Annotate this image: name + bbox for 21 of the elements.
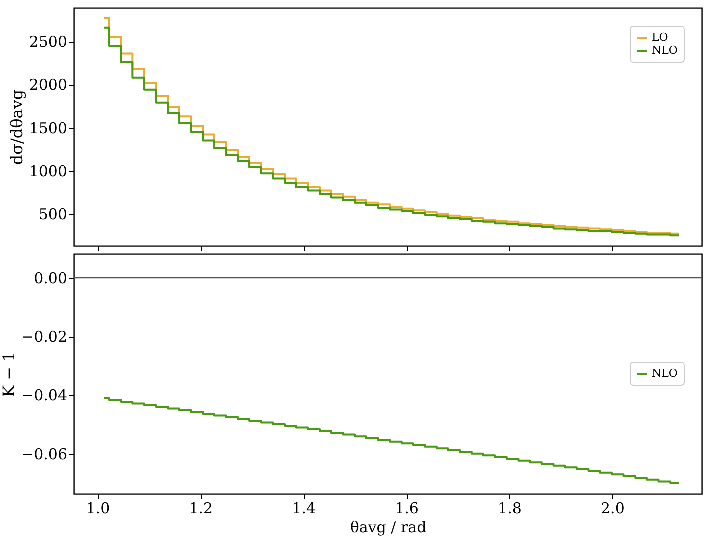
- legend-label: NLO: [652, 44, 678, 57]
- y-tick-label: 500: [38, 206, 68, 224]
- y-tick-label: −0.06: [22, 445, 68, 464]
- y-tick-label: −0.02: [22, 328, 68, 346]
- y-axis-title: K − 1: [0, 352, 19, 398]
- y-tick-label: 1000: [29, 162, 68, 180]
- y-tick-label: 1500: [29, 119, 68, 138]
- x-axis-title: θavg / rad: [350, 518, 428, 536]
- x-tick-label: 1.8: [498, 500, 522, 518]
- x-tick-label: 2.0: [601, 500, 625, 518]
- x-tick-label: 1.6: [395, 500, 419, 518]
- y-tick-label: 2000: [29, 76, 68, 94]
- legend-label: LO: [652, 31, 668, 44]
- y-tick-label: 2500: [29, 33, 68, 52]
- y-tick-label: 0.00: [34, 270, 68, 288]
- x-tick-label: 1.4: [292, 500, 316, 518]
- x-tick-label: 1.0: [86, 500, 110, 518]
- x-tick-label: 1.2: [189, 500, 214, 518]
- legend-label: NLO: [652, 367, 678, 380]
- y-tick-label: −0.04: [22, 386, 68, 405]
- y-axis-title: dσ/dθavg: [7, 90, 26, 166]
